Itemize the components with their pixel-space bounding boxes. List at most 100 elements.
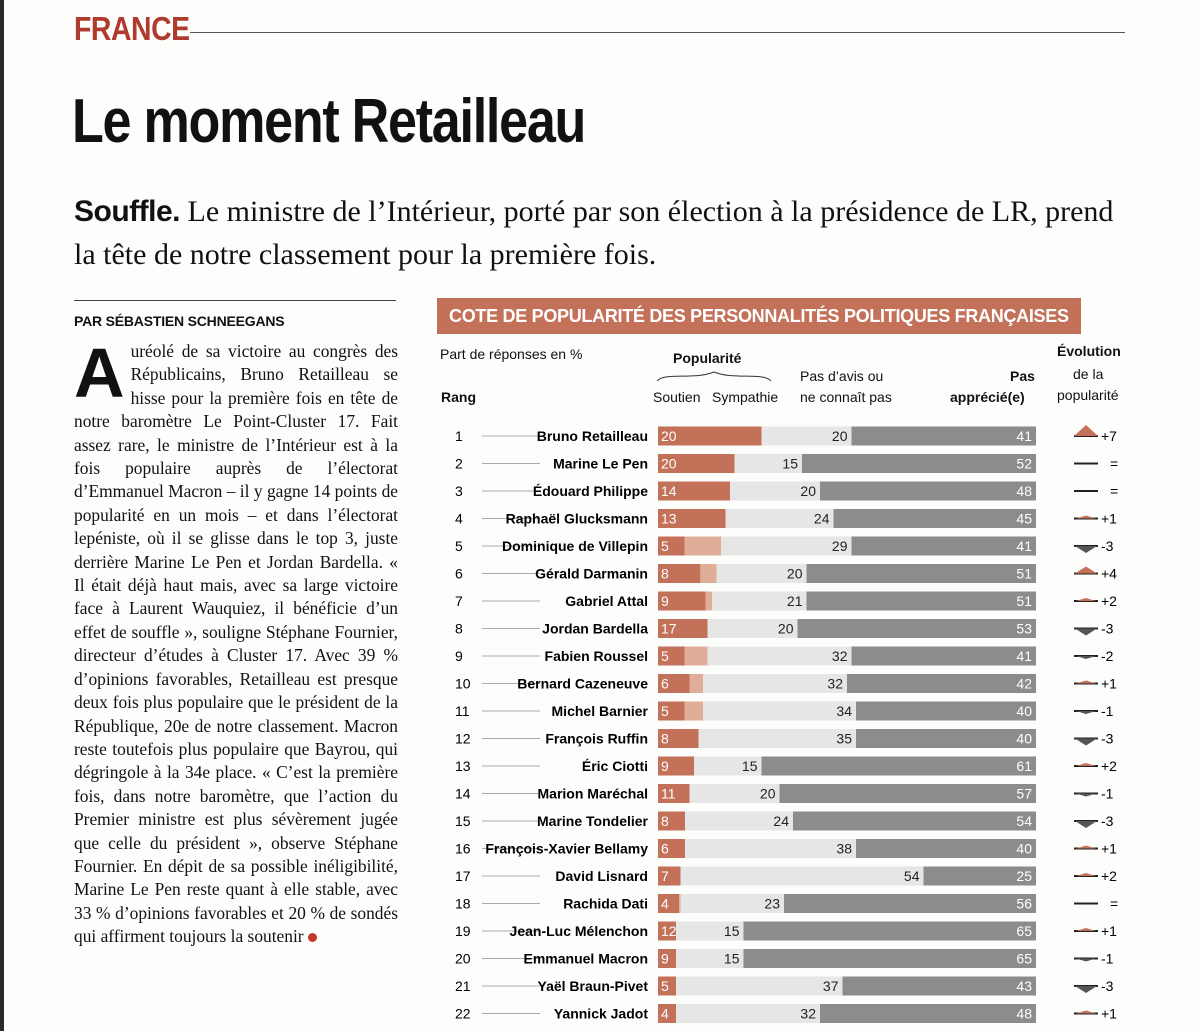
no-opinion-label: 37 bbox=[823, 978, 839, 994]
evolution-label: -1 bbox=[1101, 951, 1114, 967]
name-label: François-Xavier Bellamy bbox=[485, 841, 648, 857]
no-opinion-bar bbox=[685, 811, 793, 831]
name-label: Yannick Jadot bbox=[554, 1006, 648, 1022]
no-opinion-label: 20 bbox=[800, 483, 816, 499]
evolution-label: +4 bbox=[1101, 566, 1117, 582]
support-bar bbox=[658, 839, 690, 858]
no-opinion-label: 15 bbox=[724, 951, 740, 967]
support-label: 5 bbox=[661, 538, 669, 554]
chart-subtitle: Part de réponses en % bbox=[440, 346, 583, 362]
trend-up-icon bbox=[1076, 680, 1096, 684]
support-label: 4 bbox=[661, 896, 669, 912]
no-opinion-bar bbox=[680, 866, 924, 886]
trend-down-icon bbox=[1076, 656, 1096, 659]
rank-label: 1 bbox=[455, 428, 463, 444]
name-label: Emmanuel Macron bbox=[524, 951, 648, 967]
support-label: 5 bbox=[661, 703, 669, 719]
trend-down-icon bbox=[1075, 821, 1097, 828]
disliked-label: 41 bbox=[1016, 428, 1032, 444]
no-opinion-bar bbox=[685, 839, 856, 858]
evolution-label: -3 bbox=[1101, 731, 1114, 747]
disliked-bar bbox=[923, 866, 1036, 886]
disliked-label: 40 bbox=[1016, 731, 1032, 747]
disliked-label: 56 bbox=[1016, 896, 1032, 912]
disliked-bar bbox=[851, 536, 1036, 556]
evolution-label: +7 bbox=[1101, 428, 1117, 444]
evolution-label: -3 bbox=[1101, 538, 1114, 554]
no-opinion-label: 23 bbox=[764, 896, 780, 912]
support-bar bbox=[658, 894, 680, 913]
no-opinion-label: 35 bbox=[836, 731, 852, 747]
no-opinion-label: 54 bbox=[904, 868, 920, 884]
support-bar bbox=[658, 536, 685, 556]
support-label: 12 bbox=[661, 923, 677, 939]
trend-up-icon bbox=[1076, 928, 1096, 931]
no-opinion-bar bbox=[761, 426, 852, 446]
evolution-header-1: Évolution bbox=[1057, 343, 1121, 359]
standfirst-text: Le ministre de l’Intérieur, porté par so… bbox=[74, 195, 1114, 271]
no-opinion-bar bbox=[734, 454, 802, 473]
support-bar bbox=[658, 481, 733, 501]
disliked-label: 48 bbox=[1016, 1006, 1032, 1022]
disliked-label: 57 bbox=[1016, 786, 1032, 802]
rank-label: 9 bbox=[455, 648, 463, 664]
disliked-bar bbox=[851, 426, 1036, 446]
evolution-label: +1 bbox=[1101, 1006, 1117, 1022]
no-opinion-header-2: ne connaît pas bbox=[800, 389, 892, 405]
disliked-bar bbox=[833, 509, 1036, 528]
rank-label: 8 bbox=[455, 621, 463, 637]
byline: PAR SÉBASTIEN SCHNEEGANS bbox=[74, 313, 285, 329]
name-label: Bruno Retailleau bbox=[537, 428, 648, 444]
disliked-label: 53 bbox=[1016, 621, 1032, 637]
section-rule bbox=[190, 32, 1125, 33]
support-label: 5 bbox=[661, 648, 669, 664]
disliked-label: 45 bbox=[1016, 511, 1032, 527]
disliked-bar bbox=[806, 591, 1036, 611]
name-label: Marion Maréchal bbox=[538, 786, 648, 802]
trend-up-icon bbox=[1076, 845, 1096, 849]
name-label: Gabriel Attal bbox=[565, 593, 648, 609]
support-label: 5 bbox=[661, 978, 669, 994]
disliked-bar bbox=[851, 646, 1036, 666]
no-opinion-bar bbox=[680, 894, 784, 913]
support-bar bbox=[658, 674, 690, 693]
disliked-bar bbox=[820, 1004, 1036, 1023]
rank-label: 3 bbox=[455, 483, 463, 499]
support-bar bbox=[658, 591, 706, 611]
no-opinion-bar bbox=[676, 1004, 820, 1023]
name-label: Yaël Braun-Pivet bbox=[538, 978, 649, 994]
section-label: FRANCE bbox=[74, 10, 190, 47]
disliked-label: 65 bbox=[1016, 951, 1032, 967]
support-label: 9 bbox=[661, 951, 669, 967]
name-label: François Ruffin bbox=[545, 731, 648, 747]
name-label: Éric Ciotti bbox=[582, 758, 648, 774]
disliked-bar bbox=[793, 811, 1036, 831]
disliked-label: 42 bbox=[1016, 676, 1032, 692]
evolution-label: -3 bbox=[1101, 813, 1114, 829]
evolution-label: +1 bbox=[1101, 923, 1117, 939]
support-label: 6 bbox=[661, 841, 669, 857]
disliked-bar bbox=[779, 784, 1036, 803]
no-opinion-bar bbox=[707, 619, 798, 638]
evolution-label: = bbox=[1110, 483, 1118, 499]
disliked-label: 43 bbox=[1016, 978, 1032, 994]
name-label: Édouard Philippe bbox=[533, 483, 648, 499]
trend-up-icon bbox=[1075, 566, 1097, 574]
evolution-header-3: popularité bbox=[1057, 387, 1119, 403]
rank-label: 10 bbox=[455, 676, 471, 692]
support-label: 8 bbox=[661, 731, 669, 747]
no-opinion-bar bbox=[676, 921, 744, 941]
evolution-label: +2 bbox=[1101, 868, 1117, 884]
no-opinion-bar bbox=[694, 756, 762, 776]
no-opinion-label: 34 bbox=[836, 703, 852, 719]
support-bar bbox=[658, 1004, 680, 1023]
evolution-label: -3 bbox=[1101, 978, 1114, 994]
no-opinion-label: 15 bbox=[742, 758, 758, 774]
support-label: 6 bbox=[661, 676, 669, 692]
standfirst: Souffle. Le ministre de l’Intérieur, por… bbox=[74, 190, 1134, 276]
disliked-label: 61 bbox=[1016, 758, 1032, 774]
no-opinion-bar bbox=[721, 536, 852, 556]
trend-up-icon bbox=[1076, 763, 1096, 766]
no-opinion-label: 20 bbox=[787, 566, 803, 582]
disliked-label: 54 bbox=[1016, 813, 1032, 829]
